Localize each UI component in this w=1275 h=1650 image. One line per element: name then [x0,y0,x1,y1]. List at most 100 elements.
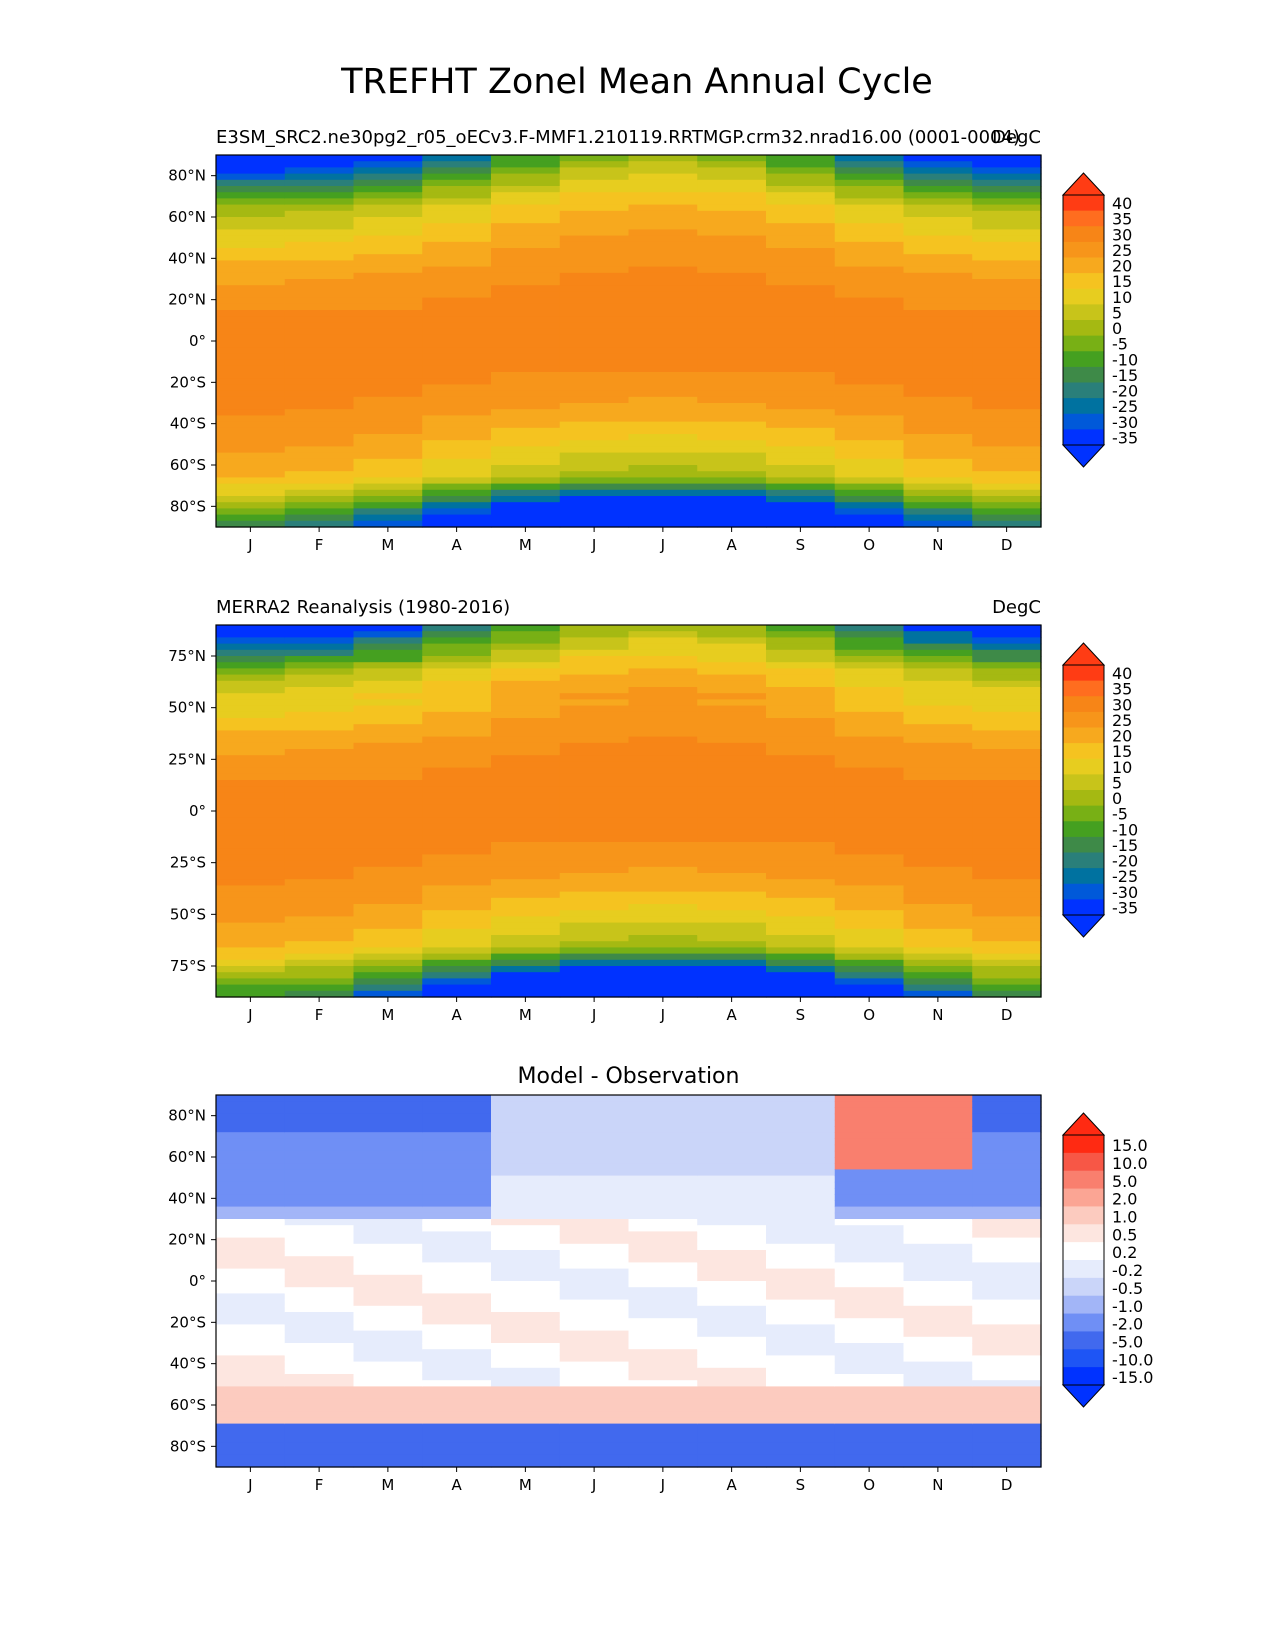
x-tick-label: J [660,1006,665,1024]
heatmap-cell [284,384,355,392]
heatmap-cell [284,1101,355,1108]
heatmap-cell [766,489,836,497]
heatmap-cell [422,192,492,199]
heatmap-cell [834,1398,905,1406]
heatmap-cell [766,297,836,305]
heatmap-cell [559,508,630,516]
heatmap-cell [972,1293,1042,1301]
heatmap-cell [491,966,561,973]
heatmap-cell [216,1312,286,1319]
heatmap-cell [697,1405,767,1412]
heatmap-cell [216,1361,286,1369]
heatmap-cell [491,842,561,849]
heatmap-cell [559,749,630,756]
heatmap-cell [353,1231,423,1239]
heatmap-cell [697,1448,767,1456]
heatmap-cell [491,186,561,193]
heatmap-cell [903,210,973,218]
heatmap-cell [903,316,973,323]
heatmap-cell [284,1305,355,1313]
heatmap-cell [697,260,767,268]
heatmap-cell [559,477,630,485]
heatmap-cell [559,798,630,806]
heatmap-cell [766,860,836,868]
heatmap-cell [697,229,767,237]
heatmap-cell [972,1175,1042,1183]
heatmap-cell [628,1181,698,1189]
heatmap-cell [353,1361,423,1369]
heatmap-cell [903,1293,973,1301]
heatmap-cell [216,514,286,522]
heatmap-cell [559,272,630,280]
heatmap-cell [903,891,973,899]
heatmap-cell [284,1374,355,1381]
heatmap-cell [422,217,492,224]
heatmap-cell [628,1429,698,1437]
heatmap-cell [422,496,492,503]
heatmap-cell [697,179,767,187]
heatmap-cell [559,1392,630,1400]
heatmap-cell [972,1219,1042,1226]
heatmap-cell [766,935,836,942]
heatmap-cell [284,1268,355,1276]
heatmap-cell [559,409,630,416]
heatmap-cell [697,780,767,787]
heatmap-cell [491,266,561,274]
heatmap-cell [697,718,767,725]
heatmap-cell [903,860,973,868]
heatmap-cell [697,403,767,410]
heatmap-cell [353,378,423,385]
heatmap-cell [422,1262,492,1270]
heatmap-cell [353,693,423,700]
heatmap-cell [559,910,630,917]
heatmap-cell [766,656,836,663]
heatmap-cell [491,1101,561,1108]
heatmap-cell [284,705,355,713]
heatmap-cell [834,384,905,392]
heatmap-cell [903,922,973,930]
heatmap-cell [353,235,423,243]
heatmap-cell [697,520,767,528]
heatmap-cell [422,409,492,416]
heatmap-cell [216,1355,286,1363]
heatmap-cell [353,1436,423,1443]
heatmap-cell [353,1442,423,1449]
heatmap-cell [491,248,561,255]
heatmap-cell [559,897,630,905]
heatmap-cell [216,1150,286,1158]
heatmap-cell [903,1411,973,1418]
heatmap-cell [216,891,286,899]
heatmap-cell [903,755,973,762]
heatmap-cell [422,179,492,187]
heatmap-cell [628,508,698,516]
heatmap-cell [972,1429,1042,1437]
heatmap-cell [903,910,973,917]
heatmap-cell [353,489,423,497]
heatmap-cell [903,885,973,893]
heatmap-cell [903,804,973,812]
heatmap-cell [697,1374,767,1381]
heatmap-cell [422,322,492,330]
heatmap-cell [834,266,905,274]
y-tick-label: 80°N [168,1107,206,1125]
heatmap-cell [697,365,767,373]
heatmap-cell [353,643,423,651]
heatmap-cell [972,384,1042,392]
heatmap-cell [284,1188,355,1195]
heatmap-cell [422,1243,492,1251]
colorbar-segment [1063,727,1104,744]
heatmap-cell [972,953,1042,961]
heatmap-cell [491,984,561,992]
heatmap-cell [834,835,905,843]
heatmap-cell [972,1417,1042,1425]
heatmap-cell [559,848,630,855]
heatmap-cell [834,625,905,632]
x-tick-label: J [660,536,665,554]
heatmap-cell [628,1460,698,1468]
heatmap-cell [834,1324,905,1332]
heatmap-cell [353,1237,423,1245]
heatmap-cell [284,1392,355,1400]
heatmap-cell [559,885,630,893]
heatmap-cells [216,1095,1042,1468]
heatmap-cell [972,254,1042,261]
